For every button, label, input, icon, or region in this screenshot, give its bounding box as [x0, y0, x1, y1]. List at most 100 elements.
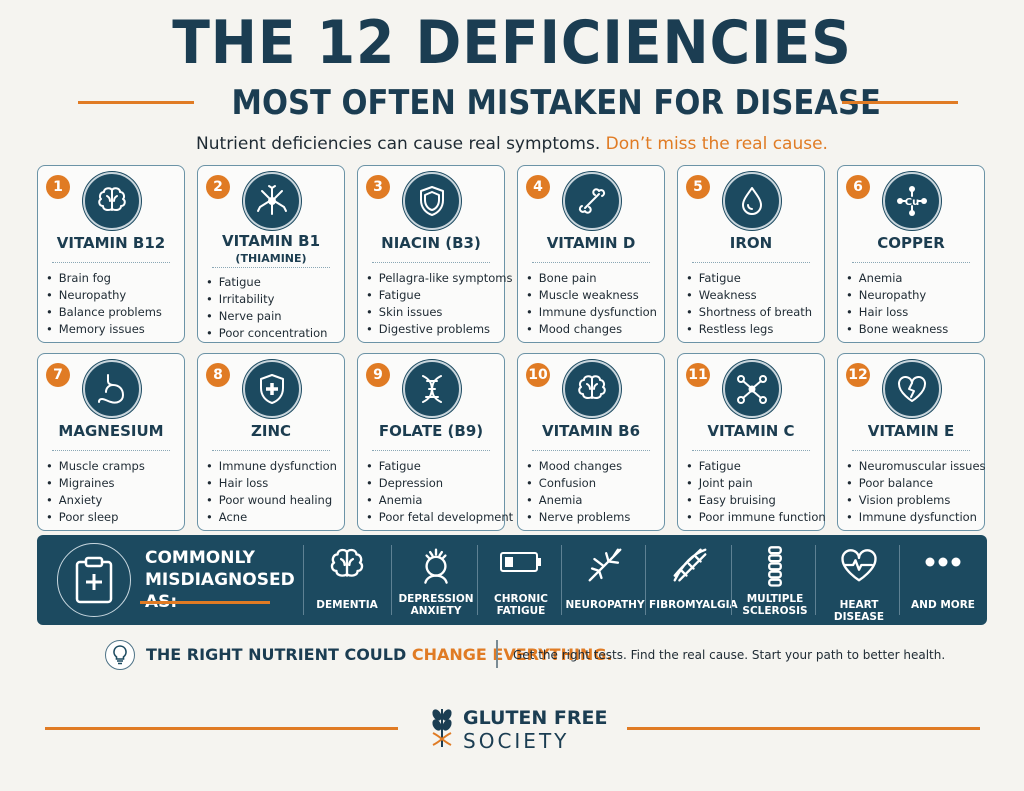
footer-rule-left — [45, 727, 398, 730]
copper-molecule-icon: Cu — [883, 172, 941, 230]
shield-cross-icon — [243, 360, 301, 418]
symptom-item: Joint pain — [686, 475, 826, 492]
symptom-item: Memory issues — [46, 321, 162, 338]
condition-label-line1: NEUROPATHY — [565, 599, 645, 611]
symptom-item: Fatigue — [686, 270, 812, 287]
condition-separator — [731, 545, 732, 615]
misdiagnosed-band: COMMONLY MISDIAGNOSED AS: DEMENTIA DEPRE… — [37, 535, 987, 625]
condition-label: DEMENTIA — [307, 599, 387, 611]
symptom-item: Migraines — [46, 475, 145, 492]
deficiency-card: 7 MAGNESIUM Muscle crampsMigrainesAnxiet… — [37, 353, 185, 531]
card-divider — [532, 450, 650, 451]
condition-separator — [477, 545, 478, 615]
cta-divider — [496, 640, 498, 668]
card-number: 12 — [846, 363, 870, 387]
symptom-item: Fatigue — [366, 458, 513, 475]
condition-item: NEUROPATHY — [565, 535, 645, 625]
condition-label: DEPRESSION ANXIETY — [395, 593, 477, 617]
brand-name-top: GLUTEN FREE — [463, 707, 608, 729]
condition-label-line2: SCLEROSIS — [742, 605, 808, 617]
deficiency-card: 6 Cu COPPER AnemiaNeuropathyHair lossBon… — [837, 165, 985, 343]
deficiency-card: 5 IRON FatigueWeaknessShortness of breat… — [677, 165, 825, 343]
condition-item: DEMENTIA — [307, 535, 387, 625]
dna-icon — [403, 360, 461, 418]
card-title: VITAMIN E — [867, 422, 955, 440]
symptom-list: Bone painMuscle weaknessImmune dysfuncti… — [526, 270, 657, 338]
cta-text: THE RIGHT NUTRIENT COULD — [146, 645, 407, 664]
symptom-item: Fatigue — [686, 458, 826, 475]
condition-label-line1: DEMENTIA — [316, 599, 378, 611]
title-rule-left — [78, 101, 194, 104]
symptom-list: Mood changesConfusionAnemiaNerve problem… — [526, 458, 631, 526]
brain-icon — [83, 172, 141, 230]
symptom-item: Poor wound healing — [206, 492, 337, 509]
deficiency-card: 11 VITAMIN C FatigueJoint painEasy bruis… — [677, 353, 826, 531]
symptom-item: Poor sleep — [46, 509, 145, 526]
symptom-item: Neuromuscular issues — [846, 458, 986, 475]
symptom-list: FatigueDepressionAnemiaPoor fetal develo… — [366, 458, 513, 526]
neuron-icon — [243, 172, 301, 230]
card-divider — [212, 267, 330, 268]
symptom-item: Easy bruising — [686, 492, 826, 509]
symptom-item: Nerve problems — [526, 509, 631, 526]
footer-rule-right — [627, 727, 980, 730]
condition-label-line1: MULTIPLE — [746, 593, 804, 605]
symptom-item: Immune dysfunction — [846, 509, 986, 526]
symptom-item: Depression — [366, 475, 513, 492]
symptom-item: Digestive problems — [366, 321, 512, 338]
card-divider — [372, 262, 490, 263]
deficiency-card: 10 VITAMIN B6 Mood changesConfusionAnemi… — [517, 353, 665, 531]
condition-item: FIBROMYALGIA — [649, 535, 738, 625]
symptom-item: Bone pain — [526, 270, 657, 287]
symptom-item: Poor fetal development — [366, 509, 513, 526]
condition-separator — [391, 545, 392, 615]
svg-text:Cu: Cu — [905, 197, 919, 208]
symptom-item: Skin issues — [366, 304, 512, 321]
symptom-item: Irritability — [206, 291, 327, 308]
condition-separator — [815, 545, 816, 615]
brain-icon — [563, 360, 621, 418]
deficiency-card: 8 ZINC Immune dysfunctionHair lossPoor w… — [197, 353, 345, 531]
symptom-item: Anemia — [846, 270, 948, 287]
symptom-list: AnemiaNeuropathyHair lossBone weakness — [846, 270, 948, 338]
card-number: 2 — [206, 175, 230, 199]
card-number: 4 — [526, 175, 550, 199]
symptom-list: Pellagra-like symptomsFatigueSkin issues… — [366, 270, 513, 338]
misdiagnosed-label: COMMONLY MISDIAGNOSED AS: — [145, 547, 305, 613]
card-number: 1 — [46, 175, 70, 199]
tagline-text: Nutrient deficiencies can cause real sym… — [196, 134, 601, 154]
brand-logo: GLUTEN FREE SOCIETY — [427, 705, 607, 755]
deficiency-card: 1 VITAMIN B12 Brain fogNeuropathyBalance… — [37, 165, 185, 343]
card-subtitle: (THIAMINE) — [235, 252, 307, 265]
card-divider — [212, 450, 330, 451]
page-subtitle: MOST OFTEN MISTAKEN FOR DISEASE — [231, 83, 881, 123]
symptom-item: Vision problems — [846, 492, 986, 509]
card-title: VITAMIN B6 — [541, 422, 641, 440]
condition-label: NEUROPATHY — [565, 599, 645, 611]
symptom-item: Acne — [206, 509, 337, 526]
symptom-item: Shortness of breath — [686, 304, 812, 321]
symptom-item: Restless legs — [686, 321, 812, 338]
symptom-list: Muscle crampsMigrainesAnxietyPoor sleep — [46, 458, 145, 526]
symptom-item: Hair loss — [206, 475, 337, 492]
condition-label-line2: ANXIETY — [410, 605, 462, 617]
condition-separator — [899, 545, 900, 615]
symptom-item: Immune dysfunction — [206, 458, 337, 475]
symptom-item: Immune dysfunction — [526, 304, 657, 321]
stomach-icon — [83, 360, 141, 418]
card-number: 3 — [366, 175, 390, 199]
misdiagnosed-label-line1: COMMONLY — [145, 548, 255, 568]
symptom-item: Confusion — [526, 475, 630, 492]
card-divider — [372, 450, 490, 451]
symptom-item: Anemia — [526, 492, 630, 509]
symptom-list: FatigueIrritabilityNerve painPoor concen… — [206, 274, 328, 342]
symptom-item: Nerve pain — [206, 308, 327, 325]
lightbulb-icon — [105, 640, 135, 670]
title-rule-right — [842, 101, 958, 104]
card-title: VITAMIN C — [707, 422, 795, 440]
symptom-item: Poor concentration — [206, 325, 328, 342]
card-divider — [692, 450, 810, 451]
heart-icon — [883, 360, 941, 418]
condition-item: HEART DISEASE — [819, 535, 899, 625]
deficiency-card: 4 VITAMIN D Bone painMuscle weaknessImmu… — [517, 165, 665, 343]
